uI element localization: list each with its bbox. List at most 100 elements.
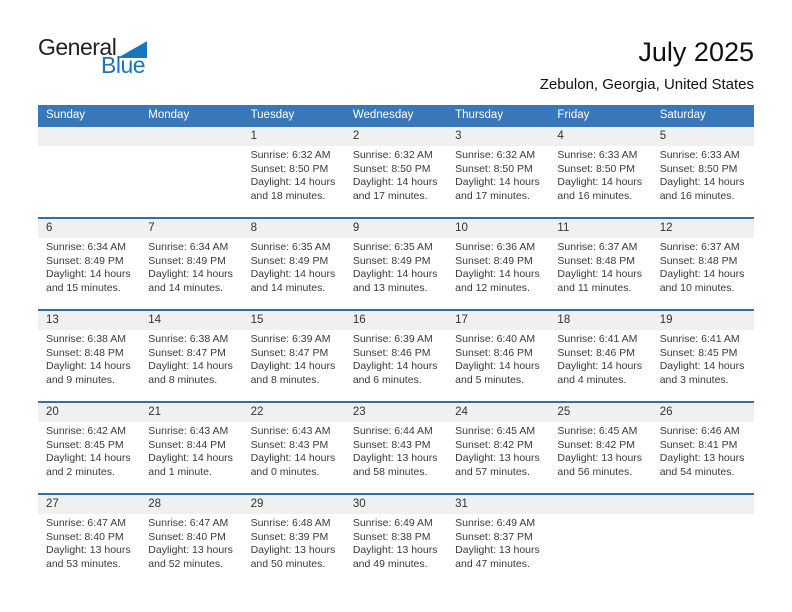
day-cell-8: 8 Sunrise: 6:35 AM Sunset: 8:49 PM Daylight… <box>242 219 345 309</box>
day-number: 31 <box>447 495 550 514</box>
day-info-line: Sunset: 8:46 PM <box>557 346 636 359</box>
day-sun-info: Sunrise: 6:37 AM Sunset: 8:48 PM Daylight:… <box>549 238 651 295</box>
day-number: 27 <box>38 495 141 514</box>
day-number: 15 <box>242 311 345 330</box>
day-cell-20: 20 Sunrise: 6:42 AM Sunset: 8:45 PM Dayligh… <box>38 403 141 493</box>
day-cell-18: 18 Sunrise: 6:41 AM Sunset: 8:46 PM Dayligh… <box>549 311 652 401</box>
day-cell-29: 29 Sunrise: 6:48 AM Sunset: 8:39 PM Dayligh… <box>242 495 345 585</box>
day-info-line: Sunrise: 6:43 AM <box>148 425 229 437</box>
day-info-line: and 54 minutes. <box>659 465 735 478</box>
day-info-line: Sunset: 8:48 PM <box>557 254 636 267</box>
day-cell-5: 5 Sunrise: 6:33 AM Sunset: 8:50 PM Daylight… <box>651 127 754 217</box>
day-sun-info: Sunrise: 6:37 AM Sunset: 8:48 PM Daylight:… <box>652 238 754 295</box>
day-sun-info: Sunrise: 6:42 AM Sunset: 8:45 PM Daylight:… <box>38 422 140 479</box>
day-number <box>140 127 243 146</box>
day-number: 23 <box>344 403 448 422</box>
day-number: 11 <box>549 219 652 238</box>
day-cell-11: 11 Sunrise: 6:37 AM Sunset: 8:48 PM Dayligh… <box>549 219 652 309</box>
day-info-line: and 11 minutes. <box>557 281 632 294</box>
day-info-line: Sunrise: 6:32 AM <box>250 149 331 161</box>
day-info-line: Sunrise: 6:34 AM <box>148 241 229 253</box>
day-info-line: Sunrise: 6:36 AM <box>455 241 536 253</box>
day-info-line: Sunrise: 6:47 AM <box>148 517 229 529</box>
day-number: 14 <box>140 311 243 330</box>
day-info-line: Daylight: 14 hours <box>455 176 540 188</box>
page-header: General Blue July 2025 Zebulon, Georgia,… <box>0 0 792 105</box>
day-info-line: Sunrise: 6:32 AM <box>455 149 536 161</box>
day-info-line: and 10 minutes. <box>659 281 735 294</box>
day-info-line: Daylight: 13 hours <box>659 452 745 464</box>
day-info-line: and 2 minutes. <box>46 465 115 478</box>
day-info-line: Sunrise: 6:35 AM <box>352 241 433 253</box>
day-info-line: Sunrise: 6:45 AM <box>455 425 536 437</box>
weekday-header-row: Sunday Monday Tuesday Wednesday Thursday Frid… <box>38 105 754 127</box>
day-cell-19: 19 Sunrise: 6:41 AM Sunset: 8:45 PM Dayligh… <box>651 311 754 401</box>
day-info-line: and 56 minutes. <box>557 465 633 478</box>
day-info-line: Daylight: 14 hours <box>659 268 745 280</box>
month-title: July 2025 <box>638 37 754 67</box>
day-number: 20 <box>38 403 141 422</box>
day-cell-31: 31 Sunrise: 6:49 AM Sunset: 8:37 PM Dayligh… <box>447 495 550 585</box>
day-info-line: Sunset: 8:42 PM <box>557 438 636 451</box>
day-info-line: Sunset: 8:48 PM <box>659 254 738 267</box>
day-info-line: Daylight: 14 hours <box>46 452 131 464</box>
day-info-line: and 49 minutes. <box>352 557 428 570</box>
day-info-line: Daylight: 14 hours <box>352 360 438 372</box>
day-info-line: Sunset: 8:39 PM <box>250 530 329 543</box>
day-info-line: and 52 minutes. <box>148 557 223 570</box>
day-info-line: Sunset: 8:50 PM <box>250 162 329 175</box>
day-info-line: Sunrise: 6:49 AM <box>352 517 433 529</box>
day-info-line: Sunset: 8:49 PM <box>46 254 124 267</box>
day-info-line: Daylight: 13 hours <box>352 452 438 464</box>
day-number: 12 <box>651 219 754 238</box>
day-sun-info: Sunrise: 6:49 AM Sunset: 8:37 PM Daylight:… <box>447 514 549 571</box>
day-number: 18 <box>549 311 652 330</box>
day-info-line: Sunset: 8:50 PM <box>557 162 636 175</box>
day-number: 9 <box>344 219 448 238</box>
day-info-line: Sunrise: 6:44 AM <box>352 425 433 437</box>
day-sun-info: Sunrise: 6:32 AM Sunset: 8:50 PM Daylight:… <box>447 146 549 203</box>
day-sun-info: Sunrise: 6:45 AM Sunset: 8:42 PM Daylight:… <box>549 422 651 479</box>
day-info-line: and 58 minutes. <box>352 465 428 478</box>
day-sun-info: Sunrise: 6:47 AM Sunset: 8:40 PM Daylight:… <box>140 514 242 571</box>
day-info-line: Daylight: 14 hours <box>557 176 643 188</box>
day-info-line: and 57 minutes. <box>455 465 530 478</box>
day-info-line: and 13 minutes. <box>352 281 428 294</box>
day-info-line: and 16 minutes. <box>659 189 735 202</box>
day-info-line: Sunset: 8:42 PM <box>455 438 533 451</box>
day-cell-7: 7 Sunrise: 6:34 AM Sunset: 8:49 PM Daylight… <box>140 219 243 309</box>
day-number: 28 <box>140 495 243 514</box>
weekday-header-saturday: Saturday <box>659 109 706 121</box>
day-info-line: Daylight: 14 hours <box>46 268 131 280</box>
weekday-header-sunday: Sunday <box>46 109 86 121</box>
title-block: July 2025 Zebulon, Georgia, United State… <box>540 37 754 92</box>
day-cell-28: 28 Sunrise: 6:47 AM Sunset: 8:40 PM Dayligh… <box>140 495 243 585</box>
day-info-line: Sunset: 8:45 PM <box>46 438 124 451</box>
day-info-line: Daylight: 14 hours <box>46 360 131 372</box>
day-info-line: Daylight: 14 hours <box>148 268 233 280</box>
day-info-line: and 1 minute. <box>148 465 212 478</box>
day-number: 13 <box>38 311 141 330</box>
day-sun-info: Sunrise: 6:46 AM Sunset: 8:41 PM Daylight:… <box>652 422 754 479</box>
day-sun-info: Sunrise: 6:40 AM Sunset: 8:46 PM Daylight:… <box>447 330 549 387</box>
day-sun-info: Sunrise: 6:48 AM Sunset: 8:39 PM Daylight:… <box>243 514 345 571</box>
day-info-line: Sunrise: 6:39 AM <box>250 333 331 345</box>
weekday-header-wednesday: Wednesday <box>352 109 414 121</box>
empty-day-cell <box>651 495 754 585</box>
day-info-line: Sunrise: 6:37 AM <box>557 241 638 253</box>
day-sun-info: Sunrise: 6:38 AM Sunset: 8:47 PM Daylight:… <box>140 330 242 387</box>
calendar-week-row: 27 Sunrise: 6:47 AM Sunset: 8:40 PM Dayligh… <box>38 493 754 585</box>
day-info-line: and 14 minutes. <box>148 281 223 294</box>
day-sun-info: Sunrise: 6:36 AM Sunset: 8:49 PM Daylight:… <box>447 238 549 295</box>
day-number: 6 <box>38 219 141 238</box>
day-number: 24 <box>447 403 550 422</box>
day-info-line: Sunset: 8:38 PM <box>352 530 431 543</box>
day-info-line: Sunrise: 6:46 AM <box>659 425 740 437</box>
day-cell-4: 4 Sunrise: 6:33 AM Sunset: 8:50 PM Daylight… <box>549 127 652 217</box>
day-info-line: Sunrise: 6:41 AM <box>557 333 638 345</box>
empty-day-cell <box>38 127 141 217</box>
empty-day-cell <box>549 495 652 585</box>
day-sun-info: Sunrise: 6:43 AM Sunset: 8:44 PM Daylight:… <box>140 422 242 479</box>
day-info-line: Sunrise: 6:38 AM <box>148 333 229 345</box>
day-info-line: Sunset: 8:47 PM <box>148 346 226 359</box>
